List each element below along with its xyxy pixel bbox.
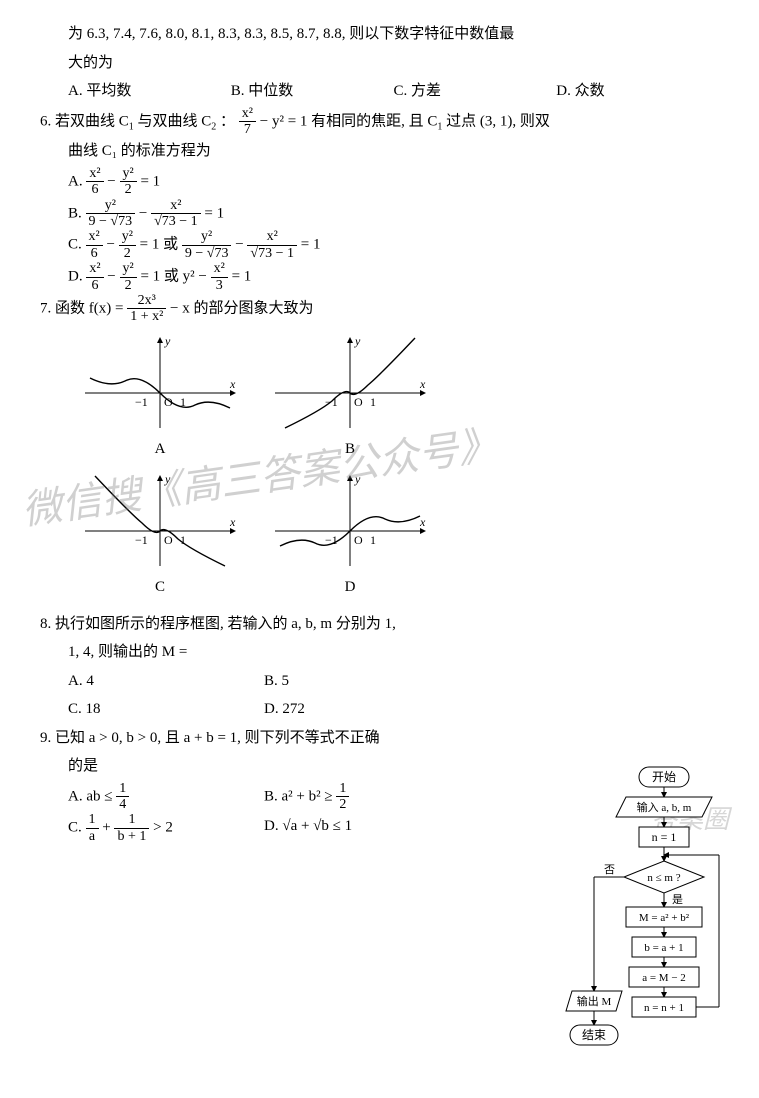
q5-optB: B. 中位数 bbox=[231, 77, 394, 106]
svg-text:1: 1 bbox=[370, 533, 376, 547]
q8-options-row1: A. 4 B. 5 bbox=[68, 667, 460, 696]
q6-t2: 与双曲线 C bbox=[138, 113, 212, 129]
q6-num: 6. bbox=[40, 113, 51, 129]
flowchart: 开始 输入 a, b, m n = 1 n ≤ m ? 是 否 M = a² +… bbox=[564, 765, 729, 1096]
q8-optD: D. 272 bbox=[264, 695, 460, 724]
q5-optC: C. 方差 bbox=[394, 77, 557, 106]
q7-num: 7. bbox=[40, 300, 51, 316]
q7-svg-C: −1 O1 x y bbox=[80, 471, 240, 571]
svg-text:1: 1 bbox=[180, 395, 186, 409]
q9-options-row2: C. 1a + 1b + 1 > 2 D. √a + √b ≤ 1 bbox=[68, 812, 460, 844]
q9-stem-line1: 9. 已知 a > 0, b > 0, 且 a + b = 1, 则下列不等式不… bbox=[40, 724, 460, 753]
q6-optC: C. x²6 − y²2 = 1 或 y²9 − √73 − x²√73 − 1… bbox=[68, 229, 719, 261]
q8-num: 8. bbox=[40, 616, 51, 632]
q9-optC: C. 1a + 1b + 1 > 2 bbox=[68, 812, 264, 844]
svg-text:b = a + 1: b = a + 1 bbox=[644, 942, 683, 954]
q6-optB: B. y²9 − √73 − x²√73 − 1 = 1 bbox=[68, 198, 719, 230]
q5-options: A. 平均数 B. 中位数 C. 方差 D. 众数 bbox=[68, 77, 719, 106]
q7-graph-row-1: −1O1 xy A −1O1 xy B bbox=[80, 333, 719, 464]
svg-text:y: y bbox=[354, 472, 361, 486]
svg-text:x: x bbox=[229, 377, 236, 391]
svg-text:输入 a, b, m: 输入 a, b, m bbox=[637, 800, 692, 814]
q6-stem-line1: 6. 若双曲线 C1 与双曲线 C2 ： x²7 − y² = 1 有相同的焦距… bbox=[40, 106, 719, 138]
svg-text:n = 1: n = 1 bbox=[652, 830, 677, 844]
q7-stem: 7. 函数 f(x) = 2x³1 + x² − x 的部分图象大致为 bbox=[40, 293, 719, 325]
q9-options-row1: A. ab ≤ 14 B. a² + b² ≥ 12 bbox=[68, 781, 460, 813]
q6-optA: A. x²6 − y²2 = 1 bbox=[68, 166, 719, 198]
svg-text:M = a² + b²: M = a² + b² bbox=[639, 912, 690, 924]
q8-options-row2: C. 18 D. 272 bbox=[68, 695, 460, 724]
q8-optA: A. 4 bbox=[68, 667, 264, 696]
q6-t5: 过点 (3, 1), 则双 bbox=[446, 113, 550, 129]
q7-label-D: D bbox=[270, 573, 430, 602]
q7-label-A: A bbox=[80, 435, 240, 464]
svg-text:1: 1 bbox=[180, 533, 186, 547]
q9-t1: 已知 a > 0, b > 0, 且 a + b = 1, 则下列不等式不正确 bbox=[55, 730, 380, 746]
q5-stem-line2: 大的为 bbox=[68, 49, 719, 78]
svg-text:O: O bbox=[164, 533, 173, 547]
svg-text:输出 M: 输出 M bbox=[577, 994, 612, 1008]
q9-optD: D. √a + √b ≤ 1 bbox=[264, 812, 460, 844]
svg-text:是: 是 bbox=[672, 893, 683, 906]
q7-t1: 函数 f(x) = bbox=[55, 300, 127, 316]
svg-text:否: 否 bbox=[604, 864, 615, 876]
q6-stem-line2: 曲线 C₁ 的标准方程为 bbox=[68, 137, 719, 166]
svg-text:−1: −1 bbox=[135, 395, 148, 409]
q6-frac: x²7 bbox=[239, 106, 256, 138]
q7-t2: − x 的部分图象大致为 bbox=[170, 300, 313, 316]
q7-graph-B: −1 O1 x y B bbox=[270, 333, 430, 464]
q5-stem-line1: 为 6.3, 7.4, 7.6, 8.0, 8.1, 8.3, 8.3, 8.5… bbox=[68, 20, 719, 49]
q8-stem-line2: 1, 4, 则输出的 M = bbox=[68, 638, 460, 667]
svg-text:−1: −1 bbox=[325, 395, 338, 409]
q7-graph-A: −1 O1 x y A bbox=[80, 333, 240, 464]
q8-optB: B. 5 bbox=[264, 667, 460, 696]
q7-label-B: B bbox=[270, 435, 430, 464]
q7-graph-D: −1 O1 x y D bbox=[270, 471, 430, 602]
q9-num: 9. bbox=[40, 730, 51, 746]
svg-text:x: x bbox=[419, 377, 426, 391]
q7-svg-A: −1 O1 x y bbox=[80, 333, 240, 433]
q6-t4: − y² = 1 有相同的焦距, 且 C bbox=[260, 113, 438, 129]
q7-svg-D: −1 O1 x y bbox=[270, 471, 430, 571]
q7-frac: 2x³1 + x² bbox=[127, 293, 166, 325]
svg-text:−1: −1 bbox=[135, 533, 148, 547]
q9-optB: B. a² + b² ≥ 12 bbox=[264, 781, 460, 813]
svg-text:x: x bbox=[419, 515, 426, 529]
svg-text:O: O bbox=[354, 395, 363, 409]
q5-optA: A. 平均数 bbox=[68, 77, 231, 106]
q6-t1: 若双曲线 C bbox=[55, 113, 129, 129]
q8-stem-line1: 8. 执行如图所示的程序框图, 若输入的 a, b, m 分别为 1, bbox=[40, 610, 460, 639]
flowchart-svg: 开始 输入 a, b, m n = 1 n ≤ m ? 是 否 M = a² +… bbox=[564, 765, 729, 1085]
svg-text:O: O bbox=[354, 533, 363, 547]
q7-graph-C: −1 O1 x y C bbox=[80, 471, 240, 602]
q8-optC: C. 18 bbox=[68, 695, 264, 724]
svg-text:x: x bbox=[229, 515, 236, 529]
q7-graph-row-2: −1O1 xy C −1O1 xy D bbox=[80, 471, 719, 602]
svg-text:y: y bbox=[164, 334, 171, 348]
svg-text:a = M − 2: a = M − 2 bbox=[642, 972, 686, 984]
svg-text:结束: 结束 bbox=[582, 1028, 606, 1042]
svg-text:n ≤ m ?: n ≤ m ? bbox=[647, 872, 680, 884]
q8-t1: 执行如图所示的程序框图, 若输入的 a, b, m 分别为 1, bbox=[55, 616, 396, 632]
svg-text:y: y bbox=[164, 472, 171, 486]
svg-text:y: y bbox=[354, 334, 361, 348]
svg-text:1: 1 bbox=[370, 395, 376, 409]
q7-label-C: C bbox=[80, 573, 240, 602]
svg-text:−1: −1 bbox=[325, 533, 338, 547]
q7-svg-B: −1 O1 x y bbox=[270, 333, 430, 433]
q5-optD: D. 众数 bbox=[556, 77, 719, 106]
q9-optA: A. ab ≤ 14 bbox=[68, 781, 264, 813]
q9-stem-line2: 的是 bbox=[68, 752, 460, 781]
svg-text:n = n + 1: n = n + 1 bbox=[644, 1002, 684, 1014]
svg-text:开始: 开始 bbox=[652, 770, 676, 784]
q6-t3: ： bbox=[220, 113, 235, 129]
svg-text:O: O bbox=[164, 395, 173, 409]
q6-optD: D. x²6 − y²2 = 1 或 y² − x²3 = 1 bbox=[68, 261, 719, 293]
